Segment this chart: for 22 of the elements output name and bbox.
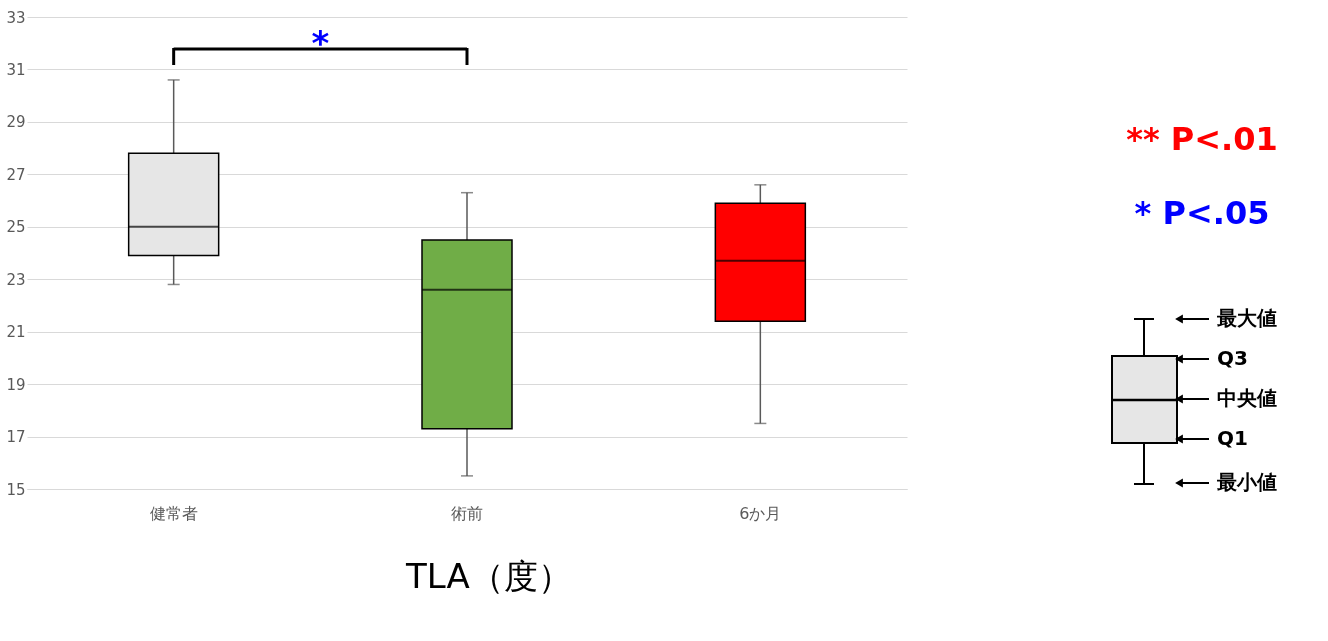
x-tick-label: 術前 (451, 503, 483, 523)
y-tick-label: 21 (6, 323, 26, 342)
text: TLA（度） (404, 556, 572, 596)
y-tick-label: 19 (6, 375, 26, 394)
text: Q3 (1217, 346, 1248, 370)
y-tick-label: 17 (6, 428, 26, 447)
text: 中央値 (1217, 386, 1277, 410)
y-tick-label: 33 (6, 8, 26, 27)
y-tick-label: 29 (6, 113, 26, 132)
y-tick-label: 31 (6, 60, 26, 79)
text: 最大値 (1216, 306, 1277, 330)
x-tick-label: 6か月 (739, 503, 782, 523)
annotation: * (311, 23, 330, 63)
text: Q1 (1217, 426, 1248, 450)
y-tick-label: 15 (6, 480, 26, 499)
y-tick-label: 27 (6, 165, 26, 184)
y-tick-label: 23 (6, 270, 26, 289)
text: ** P<.01 (1126, 120, 1278, 158)
y-tick-label: 25 (6, 218, 26, 237)
x-tick-label: 健常者 (149, 503, 198, 523)
text: 最小値 (1216, 470, 1277, 494)
text: * P<.05 (1134, 194, 1270, 232)
